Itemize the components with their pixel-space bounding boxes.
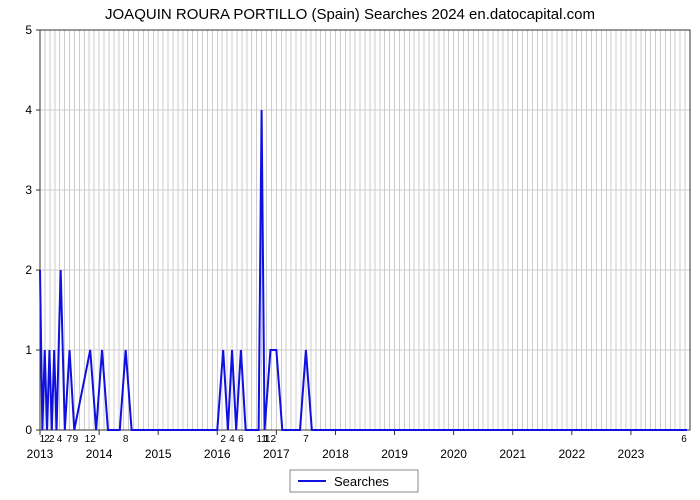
x-tick-label: 2020 [440, 447, 467, 461]
y-tick-label: 1 [25, 343, 32, 357]
x-inline-label: 6 [238, 434, 244, 445]
x-inline-label: 4 [57, 434, 63, 445]
x-inline-label: 4 [229, 434, 235, 445]
x-tick-label: 2017 [263, 447, 290, 461]
x-inline-label: 9 [73, 434, 79, 445]
x-tick-label: 2022 [558, 447, 585, 461]
y-tick-label: 4 [25, 103, 32, 117]
x-inline-label: 7 [303, 434, 309, 445]
grid-vertical [40, 30, 690, 430]
legend-label: Searches [334, 474, 389, 489]
x-inline-label: 8 [123, 434, 129, 445]
x-tick-label: 2018 [322, 447, 349, 461]
x-tick-label: 2021 [499, 447, 526, 461]
x-inline-label: 2 [220, 434, 226, 445]
y-tick-label: 2 [25, 263, 32, 277]
x-tick-label: 2023 [618, 447, 645, 461]
x-inline-label: 6 [681, 434, 687, 445]
x-inline-label: 12 [265, 434, 277, 445]
y-tick-label: 5 [25, 23, 32, 37]
x-inline-label: 12 [85, 434, 97, 445]
chart-container: JOAQUIN ROURA PORTILLO (Spain) Searches … [0, 0, 700, 500]
x-tick-label: 2016 [204, 447, 231, 461]
x-tick-label: 2019 [381, 447, 408, 461]
x-tick-label: 2013 [27, 447, 54, 461]
chart-svg: 0123452013201420152016201720182019202020… [0, 0, 700, 500]
x-tick-label: 2014 [86, 447, 113, 461]
x-inline-label: 2 [49, 434, 55, 445]
y-tick-label: 0 [25, 423, 32, 437]
x-tick-label: 2015 [145, 447, 172, 461]
y-tick-label: 3 [25, 183, 32, 197]
